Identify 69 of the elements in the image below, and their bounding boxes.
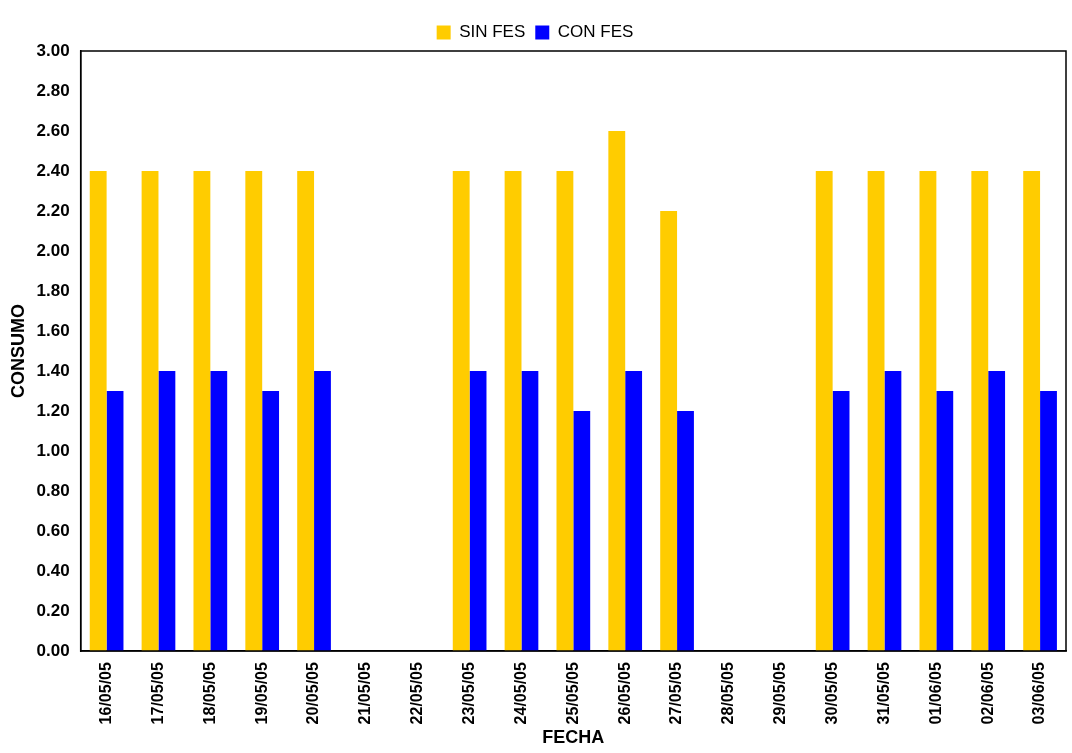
y-tick-label: 1.60 bbox=[36, 320, 70, 340]
bar bbox=[884, 371, 902, 652]
x-tick-label: 21/05/05 bbox=[356, 662, 374, 725]
bar bbox=[573, 411, 591, 652]
legend-label: CON FES bbox=[557, 22, 634, 42]
x-tick-label: 22/05/05 bbox=[408, 662, 426, 725]
bar bbox=[832, 391, 850, 652]
y-tick-label: 1.80 bbox=[36, 280, 70, 300]
bar bbox=[89, 171, 107, 652]
x-tick-label: 24/05/05 bbox=[511, 662, 529, 725]
bar bbox=[193, 171, 211, 652]
bar bbox=[556, 171, 574, 652]
bar bbox=[141, 171, 159, 652]
legend-label: SIN FES bbox=[459, 22, 526, 42]
bar bbox=[677, 411, 694, 652]
bar bbox=[521, 371, 539, 652]
x-tick-label: 20/05/05 bbox=[304, 662, 322, 725]
bar bbox=[660, 211, 678, 652]
y-tick-label: 0.20 bbox=[36, 600, 70, 620]
y-tick-label: 2.60 bbox=[36, 120, 70, 140]
y-tick-label: 1.20 bbox=[36, 400, 70, 420]
bar bbox=[314, 371, 331, 652]
x-axis-title: FECHA bbox=[542, 727, 605, 748]
bar bbox=[625, 371, 643, 652]
bar bbox=[971, 171, 989, 652]
bar bbox=[469, 371, 487, 652]
y-tick-label: 1.00 bbox=[36, 440, 70, 460]
x-tick-label: 31/05/05 bbox=[874, 662, 892, 725]
bar bbox=[867, 171, 885, 652]
bar bbox=[452, 171, 470, 652]
x-tick-label: 16/05/05 bbox=[97, 662, 115, 725]
bar bbox=[297, 171, 315, 652]
y-tick-label: 2.40 bbox=[36, 160, 70, 180]
bar bbox=[919, 171, 937, 652]
x-tick-label: 25/05/05 bbox=[563, 662, 581, 725]
x-tick-label: 17/05/05 bbox=[148, 662, 166, 725]
bar bbox=[608, 131, 626, 652]
bar bbox=[106, 391, 124, 652]
y-tick-label: 2.00 bbox=[36, 240, 70, 260]
bar bbox=[158, 371, 176, 652]
x-tick-label: 26/05/05 bbox=[615, 662, 633, 725]
x-tick-label: 28/05/05 bbox=[719, 662, 737, 725]
bar bbox=[245, 171, 263, 652]
y-tick-label: 2.20 bbox=[36, 200, 70, 220]
bar bbox=[262, 391, 280, 652]
y-tick-label: 1.40 bbox=[36, 360, 70, 380]
x-tick-label: 19/05/05 bbox=[252, 662, 270, 725]
bar bbox=[210, 371, 228, 652]
x-tick-label: 03/06/05 bbox=[1030, 662, 1048, 725]
x-tick-label: 30/05/05 bbox=[823, 662, 841, 725]
y-tick-label: 0.00 bbox=[36, 640, 70, 660]
y-tick-label: 0.80 bbox=[36, 480, 70, 500]
y-tick-label: 3.00 bbox=[36, 40, 70, 60]
bar bbox=[936, 391, 954, 652]
x-tick-label: 29/05/05 bbox=[771, 662, 789, 725]
bar bbox=[1040, 391, 1057, 652]
x-tick-label: 02/06/05 bbox=[978, 662, 996, 725]
bar bbox=[1023, 171, 1041, 652]
bar bbox=[504, 171, 522, 652]
x-tick-label: 27/05/05 bbox=[667, 662, 685, 725]
y-tick-label: 2.80 bbox=[36, 80, 70, 100]
y-tick-label: 0.60 bbox=[36, 520, 70, 540]
x-tick-label: 01/06/05 bbox=[926, 662, 944, 725]
y-tick-label: 0.40 bbox=[36, 560, 70, 580]
y-axis-title: CONSUMO bbox=[7, 304, 28, 399]
bar bbox=[988, 371, 1006, 652]
x-tick-label: 18/05/05 bbox=[200, 662, 218, 725]
x-tick-label: 23/05/05 bbox=[460, 662, 478, 725]
bar bbox=[815, 171, 833, 652]
